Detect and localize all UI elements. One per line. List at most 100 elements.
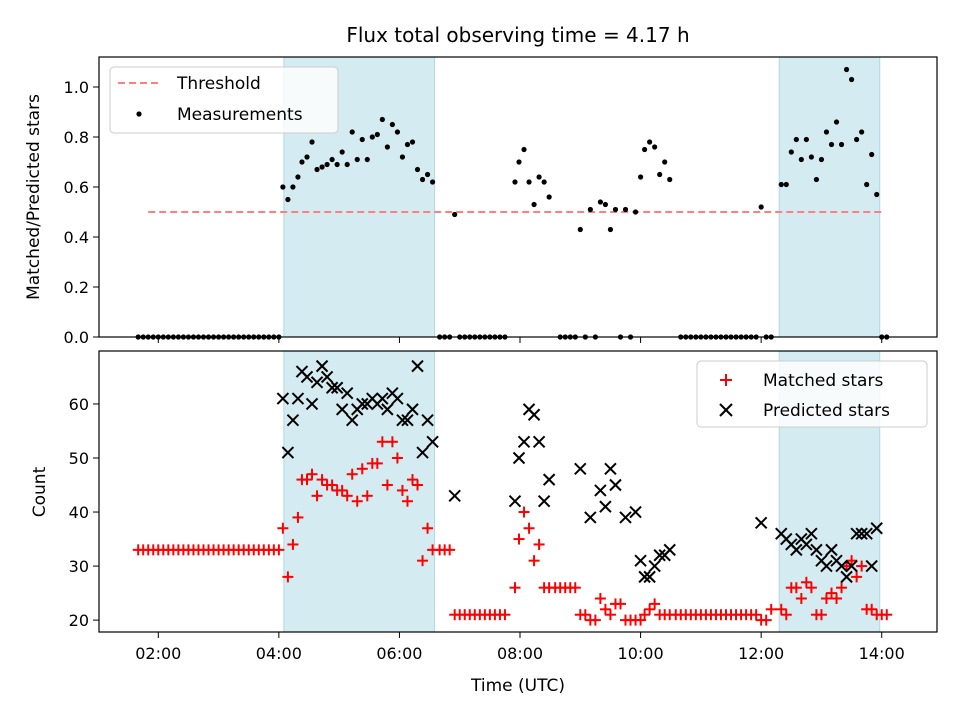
matched-star-point [346, 468, 358, 480]
measurement-point [783, 181, 789, 188]
measurement-point [536, 174, 542, 180]
predicted-star-point [315, 359, 329, 373]
predicted-star-point [835, 559, 848, 573]
measurement-point [304, 154, 310, 160]
top-y-tick-label: 0.8 [64, 128, 89, 147]
legend-matched-label: Matched stars [763, 371, 883, 391]
measurement-point [414, 166, 421, 173]
measurement-point [364, 156, 370, 163]
measurement-point [758, 204, 764, 210]
predicted-star-point [810, 543, 823, 557]
measurement-point [314, 166, 320, 173]
matched-star-point [282, 571, 294, 583]
legend-predicted-swatch [719, 403, 733, 417]
predicted-star-point [638, 570, 651, 584]
matched-star-point [391, 452, 403, 464]
predicted-star-point [609, 478, 622, 492]
predicted-star-point [381, 403, 394, 416]
matched-star-point [836, 582, 848, 594]
measurement-point [280, 184, 286, 190]
bottom-y-tick-label: 20 [69, 611, 89, 630]
predicted-star-point [845, 559, 858, 573]
measurement-point [667, 176, 673, 183]
x-axis-label: Time (UTC) [470, 676, 565, 696]
predicted-star-point [599, 500, 612, 513]
top-y-tick-label: 0.2 [64, 278, 89, 297]
top-legend: Threshold Measurements [109, 66, 339, 134]
measurement-point [384, 144, 390, 150]
measurement-point [394, 129, 401, 135]
predicted-star-point [356, 397, 369, 411]
matched-star-point [815, 609, 827, 621]
matched-star-point [790, 582, 802, 594]
matched-star-point [639, 609, 651, 621]
measurement-point [419, 176, 426, 183]
x-tick-label: 02:00 [135, 644, 181, 663]
measurement-point [632, 209, 639, 215]
predicted-star-point [643, 570, 656, 584]
predicted-star-point [281, 446, 295, 459]
measurement-point [295, 174, 301, 180]
predicted-star-point [426, 435, 439, 448]
matched-star-point [422, 522, 434, 534]
predicted-star-point [574, 462, 587, 476]
matched-star-point [599, 603, 611, 615]
measurement-point [374, 131, 380, 138]
measurement-point [404, 141, 411, 148]
matched-star-point [301, 474, 313, 486]
predicted-star-point [527, 408, 541, 421]
legend-predicted-label: Predicted stars [763, 401, 890, 421]
measurement-point [285, 196, 291, 203]
predicted-star-point [421, 413, 434, 427]
x-tick-label: 08:00 [497, 644, 543, 663]
matched-star-point [750, 609, 762, 621]
measurement-point [409, 139, 416, 145]
matched-star-point [417, 555, 429, 567]
measurement-point [349, 129, 355, 135]
predicted-star-point [663, 543, 676, 557]
matched-star-point [316, 474, 328, 486]
predicted-star-point [805, 527, 818, 540]
predicted-star-point [416, 446, 429, 459]
measurement-point [379, 116, 385, 123]
measurement-point [788, 149, 794, 155]
matched-star-point [277, 522, 289, 534]
measurement-point [874, 191, 880, 198]
predicted-star-point [310, 376, 324, 389]
predicted-star-point [653, 549, 666, 562]
matched-star-point [800, 576, 812, 588]
predicted-star-point [376, 392, 389, 405]
measurement-point [869, 151, 875, 158]
matched-star-point [846, 555, 858, 567]
matched-star-point [604, 609, 616, 621]
x-tick-label: 06:00 [376, 644, 422, 663]
bottom-y-tick-label: 50 [69, 449, 89, 468]
matched-star-point [589, 614, 601, 626]
measurement-point [516, 159, 522, 165]
predicted-star-point [448, 489, 461, 503]
matched-star-point [273, 544, 285, 556]
measurement-point [290, 184, 296, 190]
predicted-star-point [517, 435, 531, 448]
x-tick-label: 12:00 [738, 644, 784, 663]
predicted-star-point [508, 495, 522, 508]
matched-star-point [386, 436, 398, 448]
matched-star-point [371, 457, 383, 469]
measurement-point [324, 161, 330, 168]
matched-star-point [866, 603, 878, 615]
measurement-point [526, 179, 532, 185]
measurement-point [399, 154, 406, 160]
measurement-point [577, 226, 583, 233]
matched-star-point [361, 490, 373, 502]
matched-star-point [351, 495, 363, 507]
matched-star-point [444, 544, 456, 556]
x-tick-label: 04:00 [256, 644, 302, 663]
measurement-point [652, 144, 658, 150]
measurement-point [848, 76, 855, 83]
measurement-point [369, 134, 375, 140]
predicted-star-point [648, 559, 661, 573]
measurement-point [793, 136, 799, 143]
predicted-star-point [865, 559, 878, 573]
predicted-star-point [396, 413, 409, 427]
predicted-star-point [305, 397, 319, 411]
